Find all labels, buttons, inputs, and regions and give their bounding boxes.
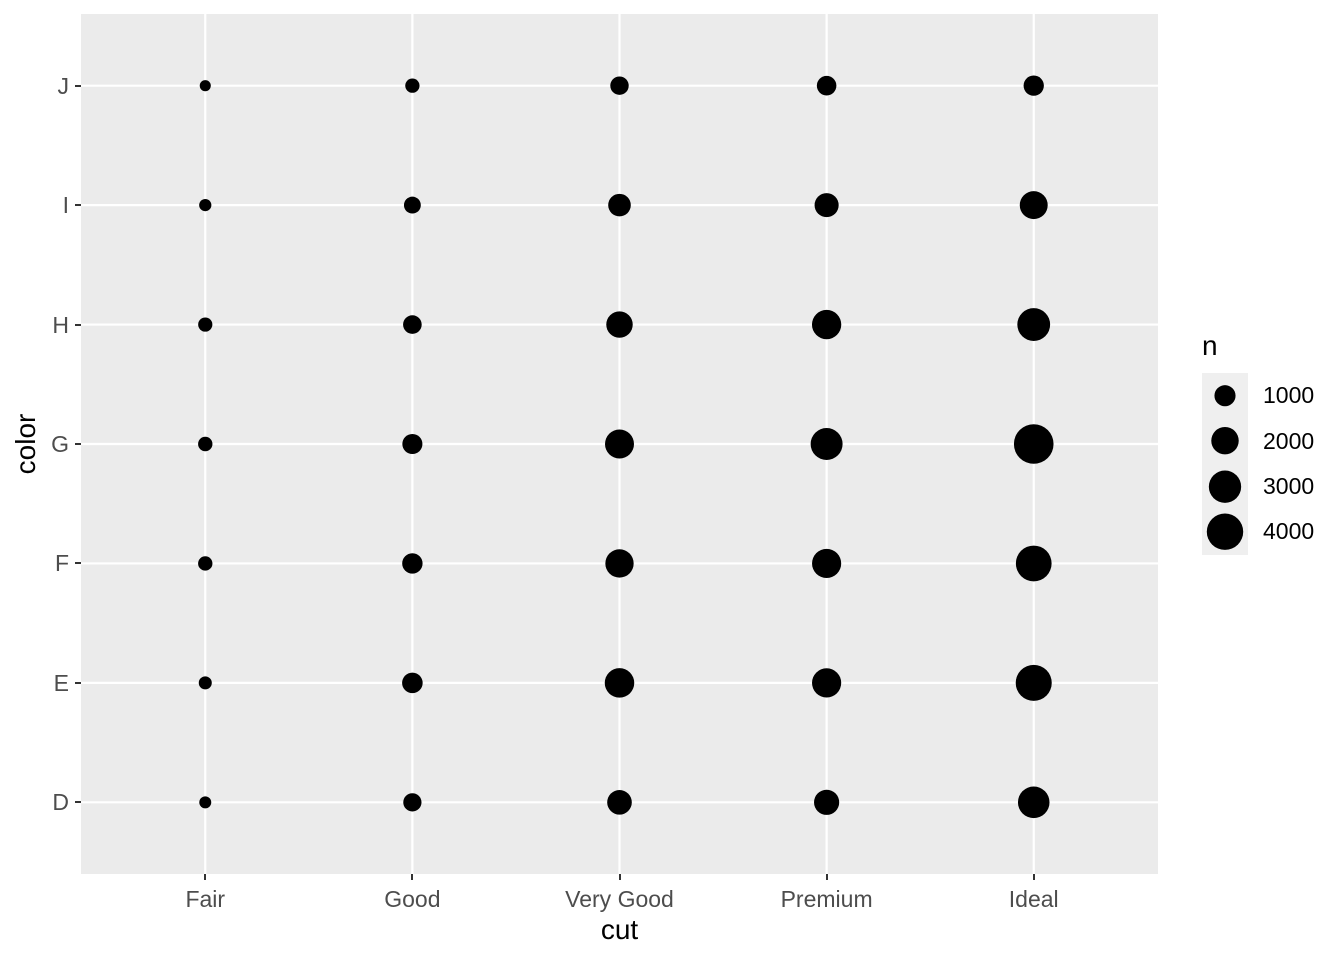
x-tick-mark — [1032, 874, 1035, 880]
data-point — [811, 309, 842, 340]
data-point — [814, 789, 840, 815]
data-point — [812, 548, 842, 579]
y-tick-mark — [75, 681, 81, 684]
data-point — [812, 668, 842, 698]
data-point — [405, 78, 420, 93]
legend-key-canvas — [1214, 385, 1236, 407]
y-axis-tick-label: E — [53, 669, 69, 696]
size-legend: n 1000 2000 3000 4000 — [1202, 329, 1314, 555]
legend-key-canvas — [1211, 427, 1239, 455]
plot-panel — [81, 14, 1158, 874]
y-tick-mark — [75, 801, 81, 804]
legend-title: n — [1202, 330, 1218, 361]
y-tick-mark — [75, 323, 81, 326]
data-point — [402, 672, 423, 694]
x-tick-mark — [204, 874, 207, 880]
data-point — [199, 199, 212, 212]
data-point — [198, 556, 213, 571]
data-point — [608, 193, 631, 217]
legend-value-label: 3000 — [1263, 472, 1315, 499]
legend-size-dot — [1211, 427, 1239, 455]
data-point — [403, 196, 421, 214]
y-axis-tick-label: G — [51, 431, 69, 457]
y-tick-mark — [75, 84, 81, 87]
legend-value-label: 1000 — [1263, 382, 1315, 409]
y-axis-tick-label: I — [62, 192, 69, 219]
data-point — [1017, 786, 1050, 819]
legend-key — [1202, 509, 1248, 555]
legend-value-label: 2000 — [1263, 427, 1315, 454]
data-point — [1017, 308, 1051, 341]
data-point — [198, 676, 212, 690]
data-point — [610, 76, 629, 95]
legend-key — [1202, 418, 1248, 464]
legend-key — [1202, 373, 1248, 419]
y-axis-tick-label: F — [54, 550, 69, 577]
legend-value-label: 4000 — [1263, 518, 1315, 545]
x-axis-title: cut — [0, 913, 1239, 947]
data-point — [810, 428, 843, 460]
data-point — [606, 311, 633, 338]
data-point — [198, 436, 213, 452]
y-axis-tick-label: H — [52, 311, 69, 338]
legend-key-canvas — [1208, 470, 1242, 503]
plot-canvas — [81, 14, 1158, 874]
data-point — [198, 317, 213, 332]
data-point — [1015, 664, 1052, 701]
legend-size-dot — [1214, 385, 1236, 407]
legend-keys: 1000 2000 3000 4000 — [1202, 373, 1314, 555]
x-axis-tick-label: Ideal — [1008, 886, 1059, 912]
legend-key-row: 1000 — [1202, 373, 1315, 419]
legend-size-dot — [1208, 470, 1242, 503]
x-tick-mark — [411, 874, 414, 880]
y-axis-tick-label: J — [57, 72, 70, 99]
x-axis-tick-label: Very Good — [565, 886, 674, 912]
y-tick-mark — [75, 562, 81, 565]
data-point — [604, 429, 635, 459]
legend-key-row: 4000 — [1202, 509, 1315, 555]
x-axis-tick-label: Fair — [185, 886, 226, 912]
x-tick-mark — [618, 874, 621, 880]
data-point — [199, 80, 211, 92]
legend-key — [1202, 463, 1248, 510]
y-tick-mark — [75, 204, 81, 207]
data-point — [403, 793, 422, 812]
data-point — [607, 790, 632, 815]
y-axis-tick-label: D — [52, 789, 69, 816]
legend-size-dot — [1206, 513, 1244, 551]
data-point — [403, 315, 422, 334]
data-point — [816, 75, 837, 96]
data-point — [1023, 75, 1044, 96]
legend-key-row: 3000 — [1202, 463, 1315, 510]
x-axis-tick-label: Premium — [780, 886, 873, 912]
legend-key-canvas — [1206, 513, 1244, 551]
data-point — [402, 553, 423, 574]
x-tick-mark — [825, 874, 828, 880]
data-point — [814, 193, 839, 218]
y-tick-mark — [75, 443, 81, 445]
data-point — [402, 433, 423, 455]
data-point — [1015, 545, 1052, 582]
x-axis-title-text: cut — [600, 914, 639, 945]
data-point — [605, 549, 634, 578]
data-point — [1013, 424, 1054, 464]
legend-key-row: 2000 — [1202, 418, 1315, 464]
data-point — [199, 796, 212, 809]
x-axis-tick-label: Good — [384, 886, 441, 912]
data-point — [1019, 191, 1048, 220]
data-point — [604, 668, 635, 698]
